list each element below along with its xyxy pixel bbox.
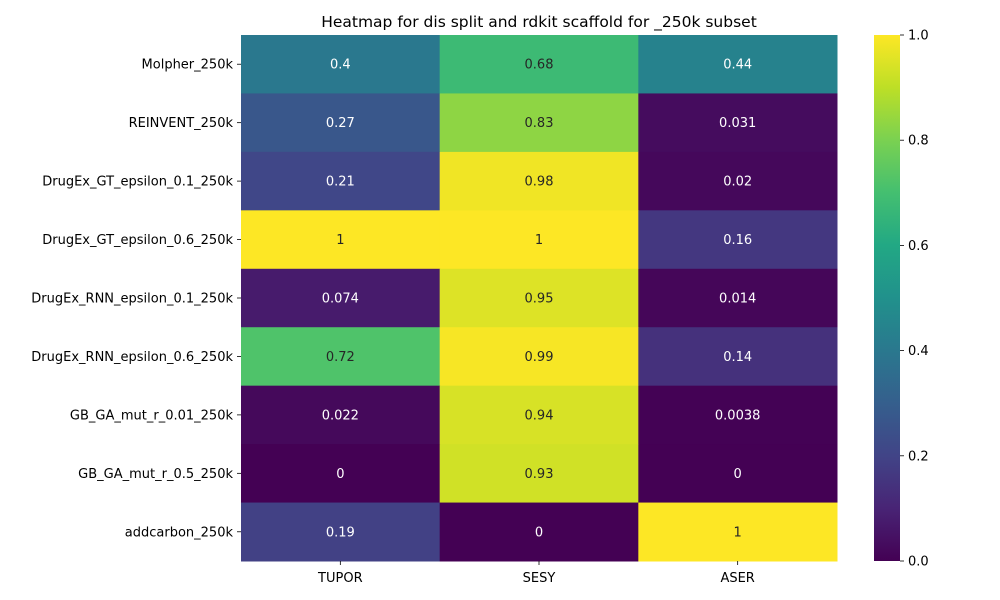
colorbar-tick-label: 0.8 (908, 134, 929, 149)
cell-value-label: 0.44 (723, 58, 752, 73)
cell-value-label: 0.95 (525, 292, 554, 307)
cell-value-label: 0.99 (525, 350, 554, 365)
cell-value-label: 1 (535, 233, 543, 248)
colorbar: 0.0 0.2 0.4 0.6 0.8 1.0 (874, 29, 929, 570)
row-label: GB_GA_mut_r_0.01_250k (70, 408, 234, 423)
row-label: DrugEx_RNN_epsilon_0.1_250k (31, 292, 233, 307)
cell-value-label: 0.16 (723, 233, 752, 248)
cell-value-label: 0.074 (322, 292, 359, 307)
heatmap-cell (241, 385, 441, 445)
heatmap-cell (638, 444, 838, 504)
cell-value-label: 0.83 (525, 116, 554, 131)
colorbar-tick-label: 0.0 (908, 555, 929, 570)
chart-title: Heatmap for dis split and rdkit scaffold… (321, 13, 757, 32)
column-label: TUPOR (317, 571, 363, 586)
heatmap-cell (439, 327, 639, 387)
cell-value-label: 0.21 (326, 175, 355, 190)
cell-value-label: 0.14 (723, 350, 752, 365)
heatmap-cell (439, 385, 639, 445)
row-labels: Molpher_250k REINVENT_250k DrugEx_GT_epsil… (31, 58, 241, 540)
heatmap-cell (638, 93, 838, 153)
cell-value-label: 0.94 (525, 408, 554, 423)
heatmap-cell (439, 444, 639, 504)
cell-value-label: 0.031 (719, 116, 756, 131)
colorbar-tick-label: 0.6 (908, 239, 929, 254)
heatmap-cell (638, 151, 838, 211)
cell-value-label: 0.72 (326, 350, 355, 365)
heatmap-cell (439, 35, 639, 94)
heatmap-cell (439, 502, 639, 562)
heatmap-cell (638, 210, 838, 270)
heatmap-cell (241, 444, 441, 504)
colorbar-tick-label: 0.4 (908, 344, 929, 359)
heatmap-cell (638, 35, 838, 94)
cell-value-label: 0.68 (525, 58, 554, 73)
cell-value-label: 1 (734, 525, 742, 540)
column-labels: TUPOR SESY ASER (317, 561, 755, 586)
cell-value-label: 0.014 (719, 292, 756, 307)
heatmap-cell (638, 327, 838, 387)
row-label: REINVENT_250k (129, 116, 234, 131)
cell-value-label: 0 (535, 525, 543, 540)
cell-value-label: 1 (336, 233, 344, 248)
row-label: Molpher_250k (142, 58, 234, 73)
colorbar-tick-label: 1.0 (908, 29, 929, 44)
heatmap-cell (241, 93, 441, 153)
heatmap-cells: 0.4 0.68 0.44 0.27 0.83 0.031 0.21 0.98 0.02 1 1 0.… (241, 35, 838, 562)
colorbar-tick-label: 0.2 (908, 449, 929, 464)
heatmap-cell (241, 502, 441, 562)
row-label: DrugEx_GT_epsilon_0.6_250k (42, 233, 233, 248)
heatmap-cell (439, 210, 639, 270)
cell-value-label: 0.0038 (715, 408, 761, 423)
cell-value-label: 0.27 (326, 116, 355, 131)
column-label: ASER (720, 571, 754, 586)
heatmap-cell (638, 385, 838, 445)
cell-value-label: 0.022 (322, 408, 359, 423)
cell-value-label: 0 (336, 467, 344, 482)
heatmap-cell (439, 268, 639, 328)
colorbar-gradient (874, 35, 900, 561)
row-label: addcarbon_250k (125, 525, 234, 540)
cell-value-label: 0.93 (525, 467, 554, 482)
row-label: DrugEx_GT_epsilon_0.1_250k (42, 175, 233, 190)
heatmap-cell (241, 268, 441, 328)
heatmap-cell (638, 268, 838, 328)
heatmap-cell (439, 93, 639, 153)
cell-value-label: 0 (734, 467, 742, 482)
cell-value-label: 0.4 (330, 58, 351, 73)
cell-value-label: 0.19 (326, 525, 355, 540)
row-label: GB_GA_mut_r_0.5_250k (78, 467, 233, 482)
heatmap-cell (241, 210, 441, 270)
cell-value-label: 0.98 (525, 175, 554, 190)
heatmap-cell (241, 327, 441, 387)
heatmap-cell (241, 151, 441, 211)
heatmap-cell (439, 151, 639, 211)
heatmap-cell (241, 35, 441, 94)
heatmap-cell (638, 502, 838, 562)
cell-value-label: 0.02 (723, 175, 752, 190)
row-label: DrugEx_RNN_epsilon_0.6_250k (31, 350, 233, 365)
column-label: SESY (523, 571, 556, 586)
